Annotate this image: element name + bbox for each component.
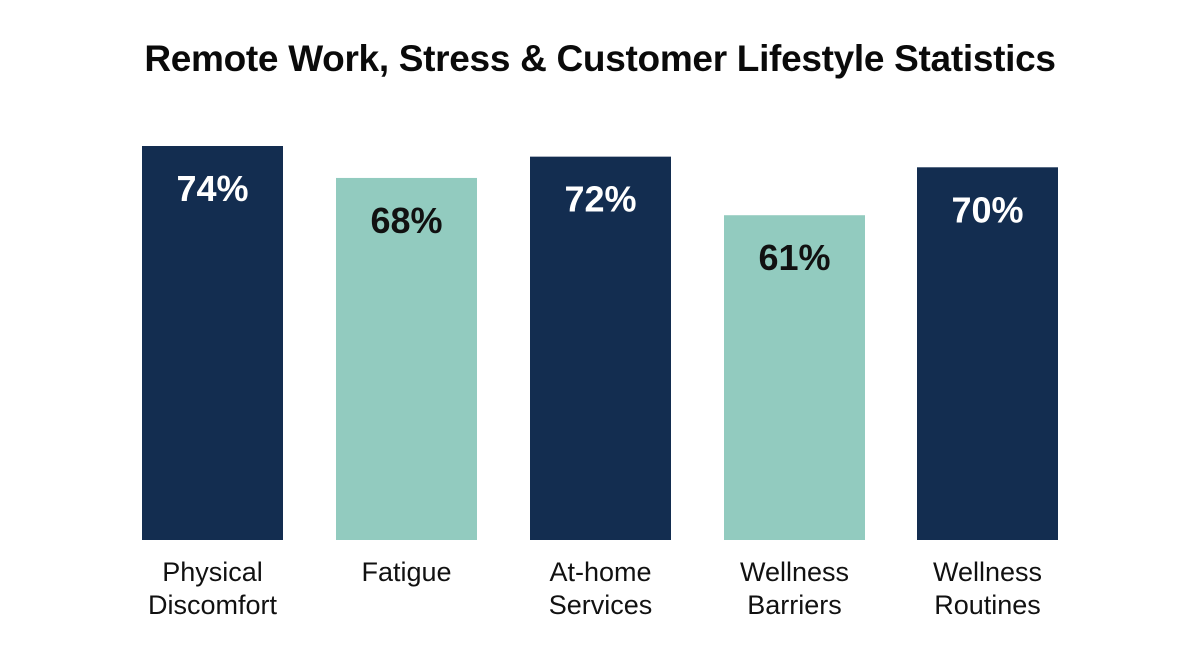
category-label-2-0: At-home [549, 557, 651, 587]
category-label-3-0: Wellness [740, 557, 849, 587]
category-label-0-0: Physical [162, 557, 263, 587]
bar-2 [530, 156, 671, 540]
bar-4 [917, 167, 1058, 540]
bar-value-label-3: 61% [758, 237, 830, 278]
category-label-0-1: Discomfort [148, 590, 278, 620]
bar-value-label-1: 68% [370, 200, 442, 241]
bar-value-label-4: 70% [951, 189, 1023, 230]
category-label-3-1: Barriers [747, 590, 842, 620]
category-label-4-0: Wellness [933, 557, 1042, 587]
category-label-1-0: Fatigue [361, 557, 451, 587]
bar-0 [142, 146, 283, 540]
category-label-2-1: Services [549, 590, 653, 620]
category-label-4-1: Routines [934, 590, 1041, 620]
bar-1 [336, 177, 477, 540]
bar-value-label-0: 74% [176, 168, 248, 209]
bar-3 [724, 215, 865, 540]
chart-title: Remote Work, Stress & Customer Lifestyle… [144, 38, 1056, 79]
bar-value-label-2: 72% [564, 179, 636, 220]
